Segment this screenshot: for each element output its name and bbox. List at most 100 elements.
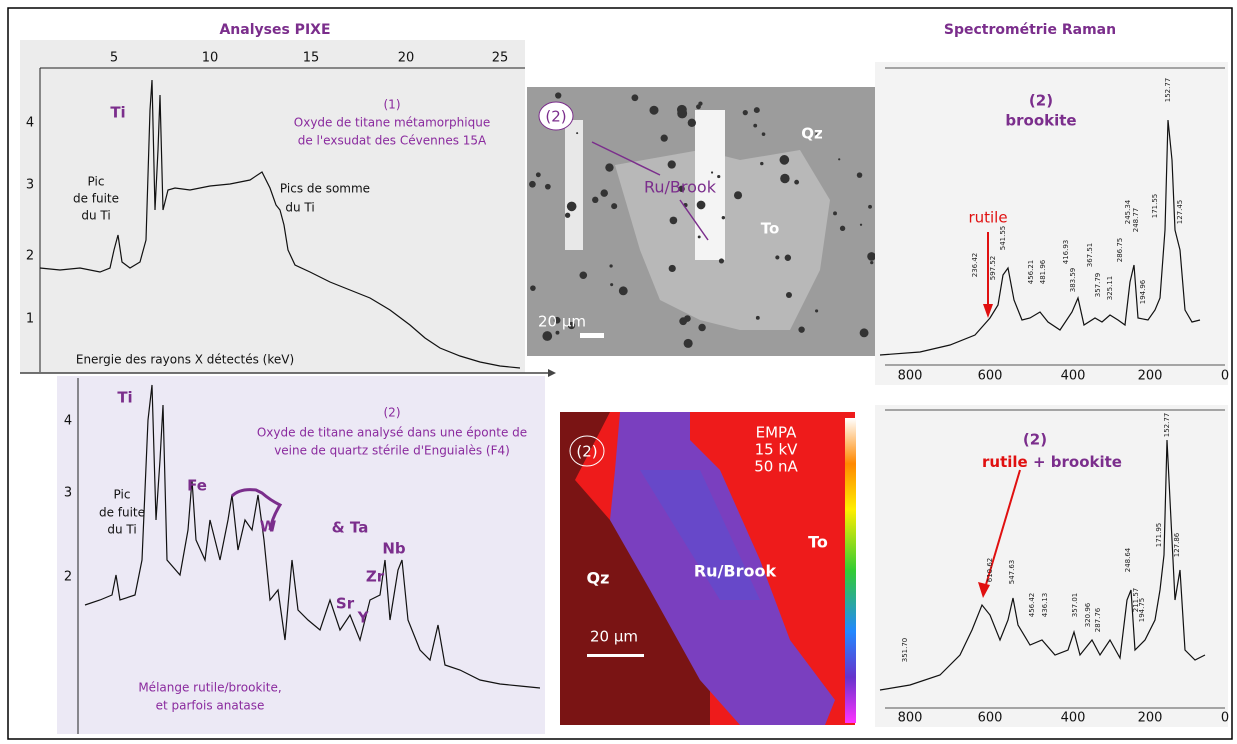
ti-label: Ti — [117, 389, 132, 407]
pixe-spectrum — [39, 79, 521, 369]
pore — [592, 196, 599, 204]
phase-label: Ru/Brook — [694, 562, 777, 581]
raman-bottom-panel: (2) rutile + brookite 800 600 400 200 0 351.… — [875, 405, 1229, 727]
pore — [798, 326, 805, 333]
peak-label: 211.57 — [1132, 588, 1140, 613]
element-label: Zr — [366, 568, 385, 586]
peak-label: 248.64 — [1124, 547, 1132, 572]
arrow — [679, 199, 709, 241]
label-bubble — [538, 101, 574, 131]
peak-label: 383.59 — [1069, 268, 1077, 293]
raman-spectrum — [879, 439, 1206, 691]
peak-label: 320.96 — [1084, 602, 1092, 627]
plus: + — [1033, 453, 1046, 471]
conditions: EMPA — [756, 424, 798, 442]
label-bubble — [569, 435, 605, 467]
pore — [718, 258, 725, 264]
pore — [669, 216, 678, 225]
element-label: Y — [357, 609, 370, 627]
pore — [815, 133, 818, 136]
peak-label: 547.63 — [1008, 560, 1016, 585]
pixe-spectrum — [84, 384, 541, 689]
pore — [660, 134, 668, 142]
arrow-head — [548, 369, 556, 377]
pore — [618, 286, 628, 296]
panel-bg — [875, 62, 1228, 385]
y-tick-label: 4 — [26, 116, 34, 131]
pore — [611, 203, 618, 210]
color-bar — [845, 418, 856, 723]
caption: de l'exsudat des Cévennes 15A — [298, 134, 487, 148]
pore — [600, 189, 608, 197]
pore — [867, 252, 876, 261]
pore — [742, 110, 748, 116]
x-tick-label: 0 — [1221, 711, 1229, 726]
panel-bg — [57, 376, 545, 734]
pore — [733, 191, 743, 200]
pore — [838, 158, 841, 161]
pore — [833, 211, 837, 216]
pore — [576, 132, 579, 135]
left-title: Analyses PIXE — [219, 22, 330, 38]
arrow-head — [983, 304, 993, 318]
rutile-label: rutile — [982, 453, 1028, 471]
annotation: Pic — [88, 175, 105, 189]
raman-top-panel: (2) brookite rutile 800 600 400 200 0 236.42… — [875, 62, 1229, 385]
y-tick-label: 3 — [26, 178, 34, 193]
peak-label: 610.62 — [986, 558, 994, 583]
caption: Oxyde de titane métamorphique — [294, 116, 490, 130]
pore — [794, 179, 800, 185]
sem-image: (2) Qz Ru/Brook To 20 µm — [527, 87, 878, 356]
pore — [566, 201, 577, 212]
pixe-top-panel: Ti (1) Oxyde de titane métamorphique de … — [20, 40, 556, 377]
peak-label: 416.93 — [1062, 240, 1070, 265]
pore — [697, 235, 701, 239]
pore — [761, 132, 766, 136]
peak-label: 236.42 — [971, 253, 979, 278]
peak-label: 171.95 — [1155, 523, 1163, 548]
annotation: du Ti — [81, 209, 110, 223]
mineral-label: brookite — [1005, 112, 1076, 130]
peak-labels: 351.70 610.62 547.63 456.42 436.13 357.01 320.… — [901, 413, 1181, 663]
peak-label: 287.76 — [1094, 607, 1102, 632]
y-tick-label: 1 — [26, 312, 34, 327]
element-label: Sr — [336, 595, 355, 613]
x-tick-label: 400 — [1061, 369, 1086, 384]
pore — [679, 317, 688, 326]
pore — [696, 104, 701, 110]
scale-bar — [580, 333, 604, 338]
pores — [529, 92, 876, 348]
pore — [755, 315, 760, 320]
scale-label: 20 µm — [590, 628, 638, 646]
peak-label: 127.86 — [1173, 532, 1181, 557]
panel-bg — [20, 40, 525, 373]
pore — [555, 330, 560, 335]
pore — [698, 323, 706, 332]
pore — [856, 172, 863, 178]
peak-label: 481.96 — [1039, 259, 1047, 284]
x-axis-label: Energie des rayons X détectés (keV) — [76, 353, 294, 367]
rutile-label: rutile — [968, 209, 1007, 227]
sample-label: (2) — [1029, 92, 1053, 110]
annotation: du Ti — [107, 523, 136, 537]
pore — [687, 118, 697, 127]
caption: (1) — [384, 98, 401, 112]
pore — [631, 94, 639, 102]
pore — [717, 174, 721, 179]
peak-label: 194.96 — [1139, 279, 1147, 304]
peak-label: 245.34 — [1124, 199, 1132, 224]
x-tick-label: 10 — [202, 51, 219, 66]
y-tick-label: 3 — [64, 486, 72, 501]
peak-label: 367.51 — [1086, 243, 1094, 268]
pore — [567, 321, 576, 330]
peak-label: 171.55 — [1151, 194, 1159, 219]
arrow — [984, 469, 1021, 589]
phase-label: Qz — [801, 125, 823, 143]
pore — [710, 171, 714, 174]
caption: Oxyde de titane analysé dans une éponte … — [257, 426, 527, 440]
y-tick-label: 2 — [64, 570, 72, 585]
pore — [553, 316, 561, 324]
peak-label: 597.52 — [989, 256, 997, 281]
